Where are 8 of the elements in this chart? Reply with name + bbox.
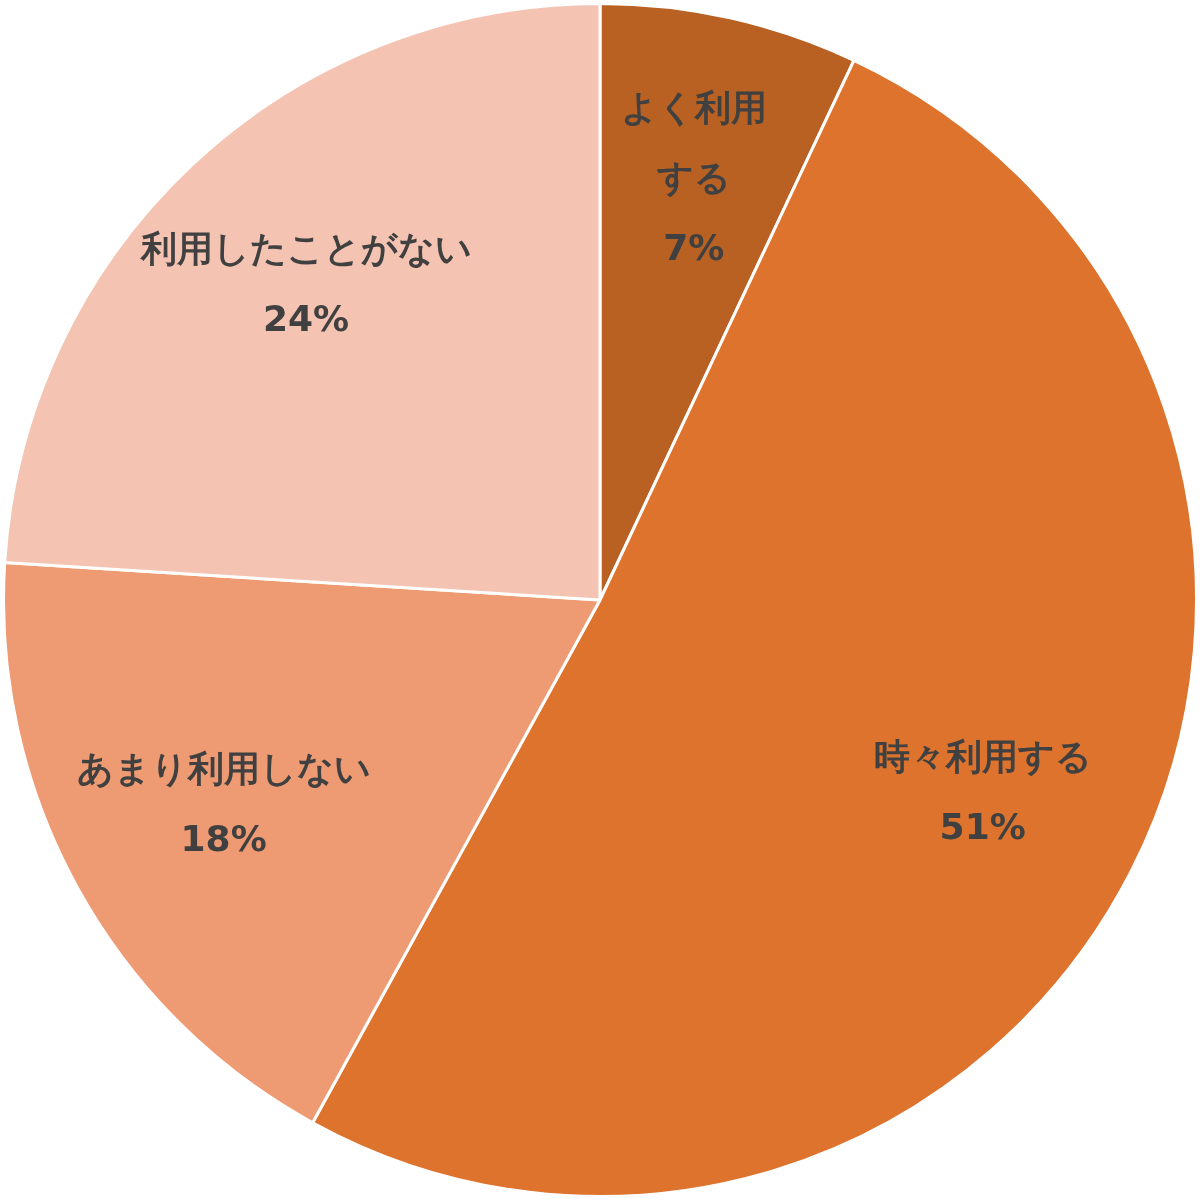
data-label: 51% xyxy=(939,806,1026,848)
data-label: 7% xyxy=(663,227,725,269)
data-label: 24% xyxy=(262,298,350,340)
slice-label: あまり利用しない xyxy=(76,748,371,790)
slice-label: 時々利用する xyxy=(873,736,1092,778)
slice-label: 利用したことがない xyxy=(138,228,472,270)
data-label: 18% xyxy=(180,818,267,860)
slice-label: よく利用する xyxy=(620,87,767,199)
